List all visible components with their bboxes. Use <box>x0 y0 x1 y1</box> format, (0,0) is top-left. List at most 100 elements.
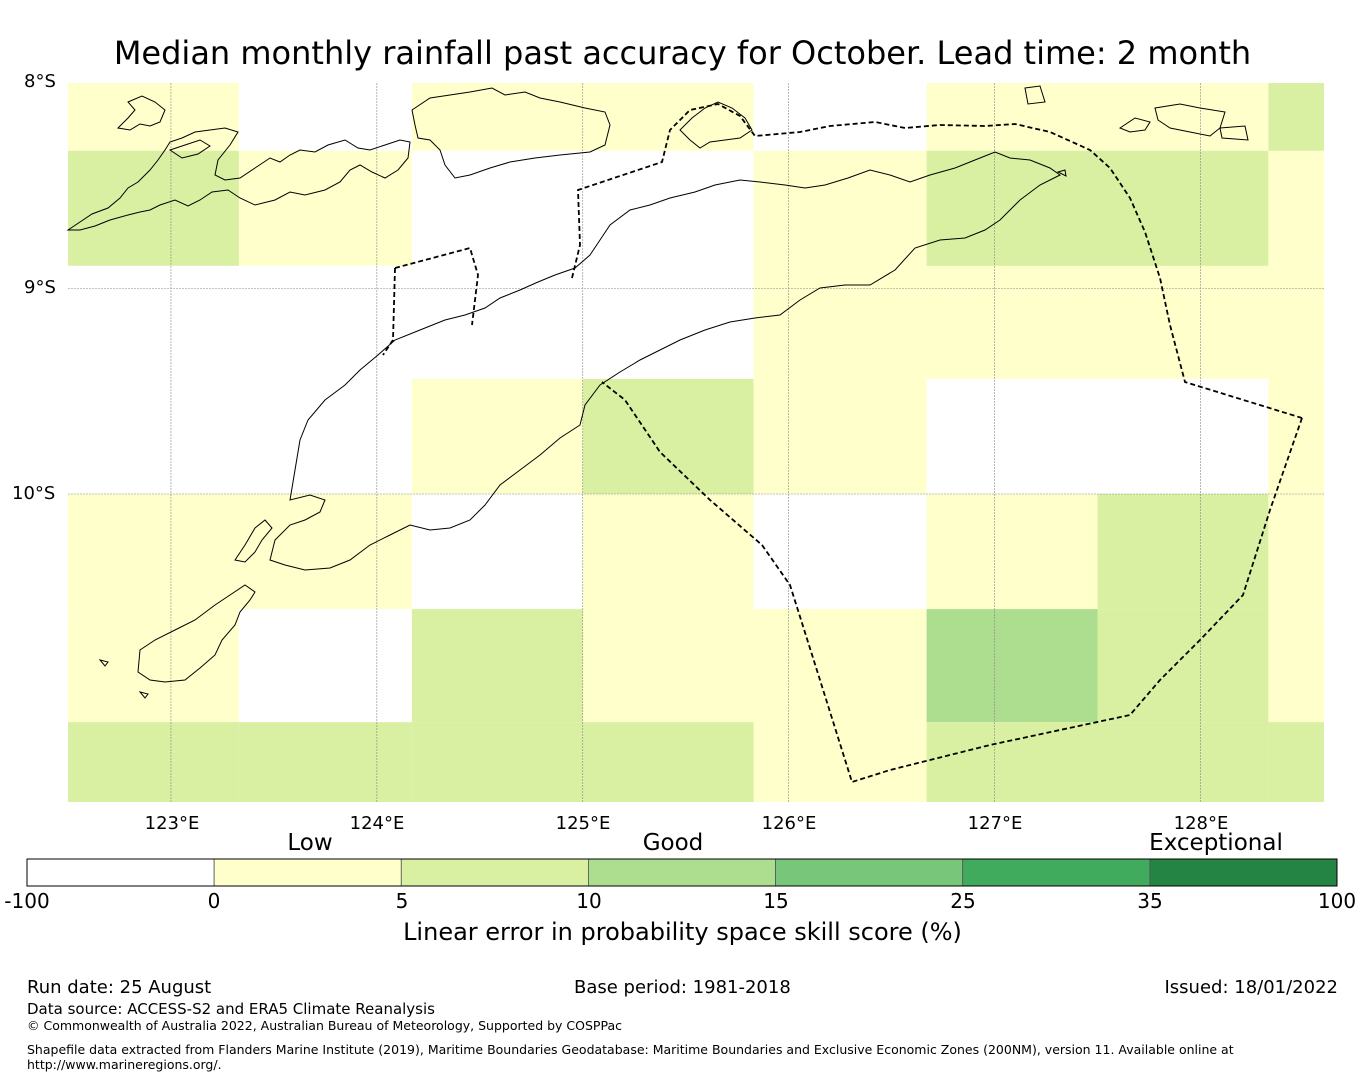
skill-cell <box>926 378 1098 494</box>
colorbar-tick: 35 <box>1137 889 1163 913</box>
skill-cell <box>68 494 239 610</box>
skill-cell <box>238 378 412 494</box>
skill-cell <box>926 609 1098 723</box>
skill-cell <box>411 83 583 151</box>
skill-cell <box>582 494 754 610</box>
skill-cell <box>1097 83 1269 151</box>
skill-cell <box>238 722 412 802</box>
lon-label-124e: 124°E <box>349 813 405 834</box>
coastlines <box>66 85 1249 699</box>
skill-cell <box>1268 265 1324 379</box>
skill-cell <box>68 265 239 379</box>
colorbar-segment <box>26 858 215 887</box>
skill-cell <box>582 609 754 723</box>
skill-cell <box>582 378 754 494</box>
skill-cell <box>1268 609 1324 723</box>
colorbar-segment <box>1149 858 1338 887</box>
skill-cell <box>1268 83 1324 151</box>
eastern-islands <box>1024 85 1249 177</box>
colorbar-frame <box>26 858 1338 887</box>
base-period: Base period: 1981-2018 <box>574 977 791 998</box>
chart-title: Median monthly rainfall past accuracy fo… <box>113 34 1252 72</box>
colorbar-segment <box>588 858 776 887</box>
skill-cell <box>238 609 412 723</box>
alor-island <box>411 87 611 179</box>
skill-cell <box>1268 150 1324 266</box>
colorbar-tick: -100 <box>4 889 50 913</box>
lon-label-123e: 123°E <box>144 813 200 834</box>
category-good: Good <box>642 830 704 856</box>
skill-cell <box>1097 494 1269 610</box>
run-date: Run date: 25 August <box>27 977 212 998</box>
category-low: Low <box>287 830 333 856</box>
graticule <box>68 83 1324 802</box>
skill-cell <box>926 722 1098 802</box>
issued-date: Issued: 18/01/2022 <box>1164 977 1338 998</box>
skill-cell <box>68 722 239 802</box>
skill-cell <box>411 265 583 379</box>
colorbar <box>26 858 1338 887</box>
data-source: Data source: ACCESS-S2 and ERA5 Climate … <box>27 1000 435 1018</box>
category-exceptional: Exceptional <box>1149 830 1283 856</box>
skill-cell <box>1268 494 1324 610</box>
skill-cell <box>926 494 1098 610</box>
lon-label-125e: 125°E <box>555 813 611 834</box>
skill-cell <box>411 722 583 802</box>
skill-cell <box>411 378 583 494</box>
skill-cell <box>411 150 583 266</box>
skill-cell <box>582 83 754 151</box>
lat-label-9s: 9°S <box>24 277 56 298</box>
skill-cell <box>411 494 583 610</box>
colorbar-segment <box>400 858 589 887</box>
skill-cell <box>753 265 927 379</box>
colorbar-tick: 15 <box>763 889 789 913</box>
colorbar-tick: 0 <box>207 889 221 913</box>
colorbar-segment <box>213 858 402 887</box>
skill-cell <box>926 265 1098 379</box>
skill-cell <box>753 722 927 802</box>
colorbar-tick: 100 <box>1317 889 1357 913</box>
colorbar-tick: 5 <box>395 889 409 913</box>
skill-cell <box>582 150 754 266</box>
colorbar-title: Linear error in probability space skill … <box>403 918 962 946</box>
skill-cell <box>926 83 1098 151</box>
skill-cell <box>238 265 412 379</box>
lon-label-127e: 127°E <box>967 813 1023 834</box>
timor-leste-eez-west <box>382 246 479 356</box>
skill-cell <box>753 150 927 266</box>
skill-cell <box>582 722 754 802</box>
skill-cell <box>1097 150 1269 266</box>
skill-cell <box>411 609 583 723</box>
flores-coastline <box>66 127 411 231</box>
colorbar-segment <box>775 858 964 887</box>
timor-coastline <box>269 151 1061 571</box>
lat-label-10s: 10°S <box>12 483 56 504</box>
skill-cell <box>68 609 239 723</box>
timor-leste-eez-north <box>571 103 1303 419</box>
skill-cell <box>1097 265 1269 379</box>
lon-label-128e: 128°E <box>1173 813 1229 834</box>
wetar-island <box>679 101 753 149</box>
flores-north-islands <box>116 95 211 159</box>
skill-cell <box>1268 722 1324 802</box>
copyright: © Commonwealth of Australia 2022, Austra… <box>27 1018 622 1033</box>
skill-grid <box>68 83 1324 802</box>
skill-cell <box>1097 722 1269 802</box>
lat-label-8s: 8°S <box>24 71 56 92</box>
skill-cell <box>753 609 927 723</box>
skill-cell <box>1097 609 1269 723</box>
skill-cell <box>238 494 412 610</box>
colorbar-segment <box>962 858 1151 887</box>
lon-label-126e: 126°E <box>761 813 817 834</box>
skill-cell <box>1097 378 1269 494</box>
timor-leste-eez-south <box>601 381 1303 784</box>
skill-cell <box>238 83 412 151</box>
skill-cell <box>582 265 754 379</box>
shapefile-url: http://www.marineregions.org/. <box>27 1057 222 1072</box>
skill-cell <box>753 378 927 494</box>
rote-sawu-islands <box>98 519 273 699</box>
maritime-boundaries <box>382 103 1303 784</box>
shapefile-credit: Shapefile data extracted from Flanders M… <box>27 1042 1234 1057</box>
skill-cell <box>238 150 412 266</box>
